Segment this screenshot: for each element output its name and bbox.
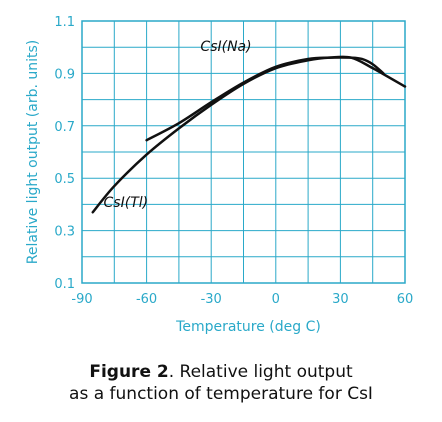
figure-label: Figure 2 (89, 362, 169, 382)
x-tick-label: -60 (136, 292, 157, 307)
series-line-csi-na (145, 56, 385, 142)
x-tick-label: 30 (332, 292, 349, 307)
tick-labels: -90 -60 -30 0 30 60 0.1 0.3 0.5 0.7 0.9 1.1 (54, 15, 413, 307)
series-lines (91, 55, 407, 214)
y-tick-label: 0.3 (54, 225, 75, 240)
y-tick-label: 1.1 (54, 15, 75, 30)
x-tick-label: -90 (71, 292, 92, 307)
y-axis-label: Relative light output (arb. units) (25, 40, 41, 264)
y-tick-label: 0.7 (54, 120, 75, 135)
y-tick-label: 0.5 (54, 172, 75, 187)
figure-caption-line1: Figure 2. Relative light output (0, 362, 442, 383)
caption-text-2: as a function of temperature for CsI (69, 384, 373, 404)
x-axis-label: Temperature (deg C) (175, 319, 321, 335)
x-tick-label: 60 (397, 292, 414, 307)
grid (81, 20, 406, 284)
plot-frame (81, 20, 406, 284)
y-tick-label: 0.1 (54, 277, 75, 292)
series-label-csi-na: CsI(Na) (200, 39, 251, 55)
caption-text-1: . Relative light output (168, 362, 353, 382)
x-tick-label: -30 (201, 292, 222, 307)
y-tick-label: 0.9 (54, 67, 75, 82)
x-tick-label: 0 (272, 292, 280, 307)
series-label-csi-tl: CsI(Tl) (104, 195, 149, 211)
